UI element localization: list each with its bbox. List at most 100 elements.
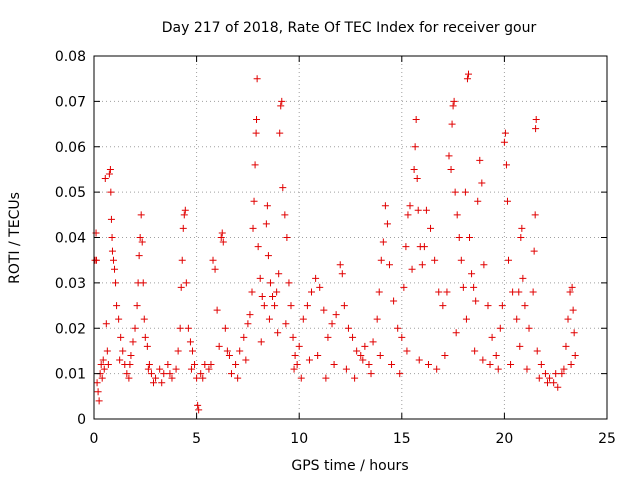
data-point [308, 288, 316, 296]
data-point [234, 374, 242, 382]
data-point [441, 351, 449, 359]
data-point [466, 234, 474, 241]
data-point [236, 347, 244, 355]
data-point [406, 202, 414, 210]
data-point [140, 315, 148, 323]
data-point [258, 292, 266, 300]
data-point [450, 97, 458, 105]
data-point [303, 302, 311, 310]
y-tick-label: 0.08 [55, 49, 86, 65]
data-point [459, 283, 467, 291]
data-point [388, 361, 396, 369]
data-point [373, 315, 381, 323]
data-point [515, 288, 523, 296]
chart-title: Day 217 of 2018, Rate Of TEC Index for r… [162, 20, 537, 36]
data-points [91, 70, 579, 414]
data-point [174, 347, 182, 355]
data-point [209, 256, 217, 264]
data-point [492, 351, 500, 359]
data-point [97, 361, 105, 369]
data-point [342, 365, 350, 373]
data-point [279, 184, 287, 192]
data-point [178, 256, 186, 264]
data-point [509, 288, 517, 296]
x-tick-label: 15 [393, 431, 411, 447]
data-point [271, 302, 279, 310]
data-point [194, 401, 202, 409]
data-point [451, 188, 459, 196]
data-point [106, 165, 114, 173]
data-point [291, 351, 299, 359]
data-point [571, 351, 579, 359]
data-point [246, 311, 254, 319]
data-point [152, 374, 160, 382]
data-point [433, 365, 441, 373]
data-point [484, 302, 492, 310]
data-point [537, 361, 545, 369]
data-point [415, 356, 423, 364]
data-point [150, 379, 158, 387]
data-point [564, 315, 572, 323]
data-point [400, 283, 408, 291]
data-point [359, 356, 367, 364]
data-point [262, 220, 270, 228]
data-point [156, 365, 164, 373]
data-point [381, 202, 389, 210]
data-point [472, 297, 480, 305]
data-point [184, 324, 192, 332]
y-axis-label: ROTI / TECUs [7, 192, 23, 284]
data-point [102, 320, 110, 328]
data-point [365, 361, 373, 369]
data-point [501, 129, 509, 137]
data-point [471, 347, 479, 355]
data-point [402, 243, 410, 251]
data-point [502, 161, 510, 169]
data-point [287, 302, 295, 310]
data-point [379, 238, 387, 246]
data-point [249, 224, 257, 232]
data-point [191, 361, 199, 369]
x-tick-label: 5 [192, 431, 201, 447]
data-point [439, 302, 447, 310]
data-point [398, 333, 406, 341]
data-point [424, 361, 432, 369]
data-point [242, 356, 250, 364]
data-point [285, 279, 293, 287]
data-point [289, 333, 297, 341]
data-point [562, 342, 570, 350]
data-point [367, 370, 375, 378]
data-point [274, 329, 282, 337]
data-point [141, 333, 149, 341]
data-point [187, 365, 195, 373]
data-point [219, 238, 227, 246]
data-point [453, 211, 461, 219]
data-point [396, 370, 404, 378]
data-point [505, 256, 513, 264]
data-point [125, 374, 133, 382]
data-point [496, 324, 504, 332]
data-point [525, 324, 533, 332]
data-point [413, 175, 421, 183]
data-point [533, 347, 541, 355]
data-point [107, 215, 115, 223]
data-point [199, 374, 207, 382]
data-point [531, 211, 539, 219]
data-point [129, 338, 137, 346]
data-point [320, 306, 328, 314]
data-point [225, 351, 233, 359]
data-point [283, 234, 291, 241]
data-point [410, 165, 418, 173]
data-point [290, 365, 298, 373]
data-point [123, 370, 131, 378]
data-point [521, 302, 529, 310]
axis-ticks [93, 55, 608, 420]
x-tick-label: 20 [495, 431, 513, 447]
data-point [217, 234, 225, 241]
data-point [431, 256, 439, 264]
data-point [404, 211, 412, 219]
data-point [554, 383, 562, 391]
data-point [567, 361, 575, 369]
data-point [176, 324, 184, 332]
data-point [250, 197, 258, 205]
data-point [275, 270, 283, 278]
